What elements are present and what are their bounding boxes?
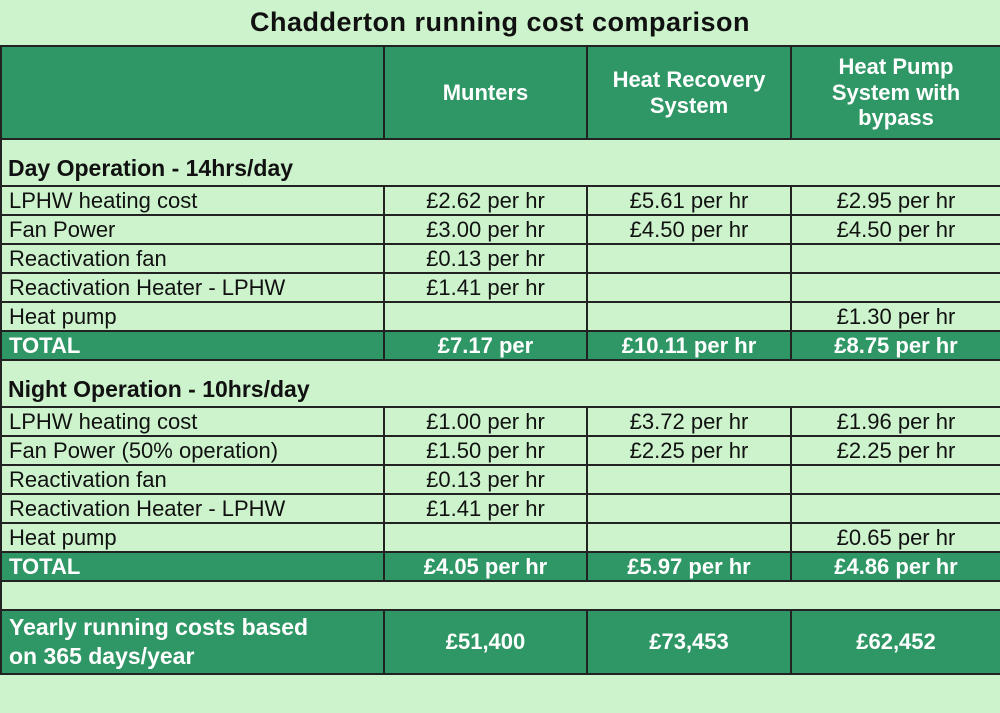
section-heading-row-day: Day Operation - 14hrs/day xyxy=(0,138,1000,187)
row-label: LPHW heating cost xyxy=(0,185,385,216)
cell-value: £1.96 per hr xyxy=(790,406,1000,437)
total-value: £8.75 per hr xyxy=(790,330,1000,361)
yearly-cost-heat-recovery: £73,453 xyxy=(586,609,792,675)
column-header-munters: Munters xyxy=(383,45,588,140)
table-row: Heat pump £1.30 per hr xyxy=(0,301,1000,332)
table-row: LPHW heating cost £2.62 per hr £5.61 per… xyxy=(0,185,1000,216)
cell-value: £2.95 per hr xyxy=(790,185,1000,216)
column-header-row: Munters Heat Recovery System Heat Pump S… xyxy=(0,45,1000,140)
cell-value: £1.30 per hr xyxy=(790,301,1000,332)
cell-value: £4.50 per hr xyxy=(790,214,1000,245)
row-label: LPHW heating cost xyxy=(0,406,385,437)
row-label: Heat pump xyxy=(0,301,385,332)
spacer-cell xyxy=(0,580,1000,611)
cell-value xyxy=(586,243,792,274)
total-value: £5.97 per hr xyxy=(586,551,792,582)
table-row: Reactivation Heater - LPHW £1.41 per hr xyxy=(0,493,1000,524)
yearly-costs-label: Yearly running costs based on 365 days/y… xyxy=(0,609,385,675)
cell-value xyxy=(790,243,1000,274)
cell-value xyxy=(790,464,1000,495)
total-label: TOTAL xyxy=(0,551,385,582)
total-row-night: TOTAL £4.05 per hr £5.97 per hr £4.86 pe… xyxy=(0,551,1000,582)
cell-value: £3.00 per hr xyxy=(383,214,588,245)
cell-value xyxy=(586,522,792,553)
total-value: £10.11 per hr xyxy=(586,330,792,361)
row-label: Reactivation Heater - LPHW xyxy=(0,272,385,303)
section-heading-row-night: Night Operation - 10hrs/day xyxy=(0,359,1000,408)
total-label: TOTAL xyxy=(0,330,385,361)
cell-value: £2.25 per hr xyxy=(586,435,792,466)
cell-value: £4.50 per hr xyxy=(586,214,792,245)
total-value: £4.05 per hr xyxy=(383,551,588,582)
row-label: Reactivation fan xyxy=(0,243,385,274)
total-value: £4.86 per hr xyxy=(790,551,1000,582)
cell-value xyxy=(586,464,792,495)
section-heading-night: Night Operation - 10hrs/day xyxy=(0,359,1000,408)
row-label: Reactivation fan xyxy=(0,464,385,495)
cell-value: £1.50 per hr xyxy=(383,435,588,466)
cell-value: £1.41 per hr xyxy=(383,272,588,303)
table-row: LPHW heating cost £1.00 per hr £3.72 per… xyxy=(0,406,1000,437)
cell-value: £3.72 per hr xyxy=(586,406,792,437)
cell-value: £0.65 per hr xyxy=(790,522,1000,553)
table-row: Fan Power (50% operation) £1.50 per hr £… xyxy=(0,435,1000,466)
cell-value xyxy=(586,272,792,303)
column-header-heat-recovery: Heat Recovery System xyxy=(586,45,792,140)
cell-value: £0.13 per hr xyxy=(383,243,588,274)
cell-value: £1.41 per hr xyxy=(383,493,588,524)
cell-value xyxy=(383,301,588,332)
row-label: Fan Power xyxy=(0,214,385,245)
cost-comparison-table: Munters Heat Recovery System Heat Pump S… xyxy=(0,45,1000,675)
cell-value xyxy=(383,522,588,553)
total-value: £7.17 per xyxy=(383,330,588,361)
table-row: Heat pump £0.65 per hr xyxy=(0,522,1000,553)
row-label: Reactivation Heater - LPHW xyxy=(0,493,385,524)
yearly-cost-munters: £51,400 xyxy=(383,609,588,675)
cell-value: £0.13 per hr xyxy=(383,464,588,495)
table-row: Reactivation fan £0.13 per hr xyxy=(0,243,1000,274)
cell-value: £5.61 per hr xyxy=(586,185,792,216)
total-row-day: TOTAL £7.17 per £10.11 per hr £8.75 per … xyxy=(0,330,1000,361)
row-label: Fan Power (50% operation) xyxy=(0,435,385,466)
cell-value xyxy=(790,493,1000,524)
yearly-costs-row: Yearly running costs based on 365 days/y… xyxy=(0,609,1000,675)
column-header-heat-pump: Heat Pump System with bypass xyxy=(790,45,1000,140)
cell-value: £2.25 per hr xyxy=(790,435,1000,466)
cell-value: £2.62 per hr xyxy=(383,185,588,216)
cell-value xyxy=(586,301,792,332)
yearly-cost-heat-pump: £62,452 xyxy=(790,609,1000,675)
page-title: Chadderton running cost comparison xyxy=(249,7,751,37)
column-header-blank xyxy=(0,45,385,140)
cell-value: £1.00 per hr xyxy=(383,406,588,437)
table-row: Reactivation Heater - LPHW £1.41 per hr xyxy=(0,272,1000,303)
spacer-row xyxy=(0,580,1000,611)
section-heading-day: Day Operation - 14hrs/day xyxy=(0,138,1000,187)
table-row: Reactivation fan £0.13 per hr xyxy=(0,464,1000,495)
row-label: Heat pump xyxy=(0,522,385,553)
cell-value xyxy=(790,272,1000,303)
table-row: Fan Power £3.00 per hr £4.50 per hr £4.5… xyxy=(0,214,1000,245)
cell-value xyxy=(586,493,792,524)
